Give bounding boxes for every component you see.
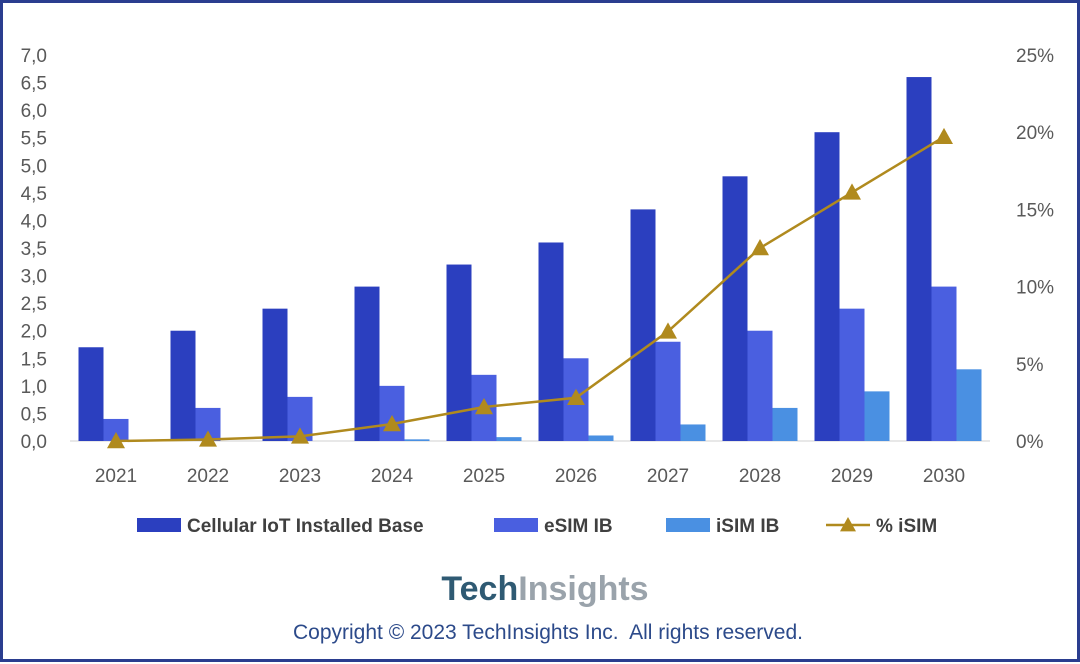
x-tick-label: 2027	[647, 466, 689, 487]
bar-esim-ib	[747, 330, 773, 441]
y-tick-label: 7,0	[21, 46, 47, 67]
y-tick-label: 1,5	[21, 349, 47, 370]
bar-cellular-iot-installed-base	[262, 308, 288, 441]
x-tick-label: 2029	[831, 466, 873, 487]
legend-swatch-marker	[840, 517, 856, 532]
x-tick-label: 2021	[95, 466, 137, 487]
bar-esim-ib	[103, 418, 129, 441]
y-tick-label: 4,5	[21, 184, 47, 205]
bar-cellular-iot-installed-base	[170, 330, 196, 441]
bar-esim-ib	[655, 341, 681, 441]
y-tick-label: 2,5	[21, 294, 47, 315]
line-point-marker	[199, 430, 217, 447]
line-point-marker	[291, 427, 309, 444]
bar-isim-ib	[404, 439, 430, 441]
line-series-group	[107, 127, 953, 449]
bar-isim-ib	[956, 369, 982, 441]
line-point-marker	[107, 432, 125, 449]
bar-cellular-iot-installed-base	[630, 209, 656, 441]
y-tick-label: 5,0	[21, 156, 47, 177]
x-tick-label: 2026	[555, 466, 597, 487]
bar-cellular-iot-installed-base	[78, 347, 104, 441]
y-tick-label: 6,0	[21, 101, 47, 122]
y2-tick-label: 20%	[1016, 123, 1054, 144]
y2-tick-label: 25%	[1016, 46, 1054, 67]
legend-label: % iSIM	[876, 516, 937, 537]
legend-label: iSIM IB	[716, 516, 779, 537]
legend: Cellular IoT Installed Base eSIM IB iSIM I…	[137, 516, 937, 537]
bar-cellular-iot-installed-base	[814, 132, 840, 441]
y-tick-label: 0,5	[21, 404, 47, 425]
bar-isim-ib	[496, 437, 522, 441]
y-axis-left-ticks: 0,0 0,5 1,0 1,5 2,0 2,5 3,0 3,5 4,0 4,5 5,0 5,5 6,0 6…	[21, 46, 47, 453]
line-point-marker	[567, 388, 585, 405]
bar-isim-ib	[864, 391, 890, 441]
bar-isim-ib	[588, 435, 614, 441]
line-point-marker	[383, 415, 401, 432]
x-tick-label: 2028	[739, 466, 781, 487]
y-tick-label: 5,5	[21, 129, 47, 150]
bar-esim-ib	[931, 286, 957, 441]
bar-esim-ib	[839, 308, 865, 441]
bar-isim-ib	[772, 407, 798, 441]
x-tick-label: 2030	[923, 466, 965, 487]
copyright-text: Copyright © 2023 TechInsights Inc. All r…	[293, 621, 803, 644]
line-percent-isim	[115, 135, 945, 443]
y2-tick-label: 15%	[1016, 200, 1054, 221]
legend-swatch	[494, 518, 538, 532]
line-point-marker	[659, 322, 677, 339]
logo-part-tech: Tech	[441, 570, 518, 608]
y2-tick-label: 0%	[1016, 432, 1044, 453]
y2-tick-label: 10%	[1016, 278, 1054, 299]
x-tick-label: 2025	[463, 466, 505, 487]
x-tick-label: 2024	[371, 466, 414, 487]
bar-isim-ib	[680, 424, 706, 441]
bar-esim-ib	[379, 385, 405, 441]
line-point-marker	[935, 127, 953, 145]
x-tick-label: 2023	[279, 466, 321, 487]
y-tick-label: 4,0	[21, 211, 47, 232]
y-tick-label: 3,5	[21, 239, 47, 260]
legend-swatch	[137, 518, 181, 532]
bar-cellular-iot-installed-base	[906, 77, 932, 442]
y-tick-label: 2,0	[21, 322, 47, 343]
y-tick-label: 3,0	[21, 267, 47, 288]
y2-tick-label: 5%	[1016, 355, 1044, 376]
y-tick-label: 6,5	[21, 74, 47, 95]
chart-svg: 0,0 0,5 1,0 1,5 2,0 2,5 3,0 3,5 4,0 4,5 5,0 5,5 6,0 6…	[21, 46, 1055, 644]
bar-cellular-iot-installed-base	[354, 286, 380, 441]
legend-swatch	[666, 518, 710, 532]
y-axis-right-ticks: 0% 5% 10% 15% 20% 25%	[1016, 46, 1054, 453]
y-tick-label: 0,0	[21, 432, 47, 453]
legend-label: Cellular IoT Installed Base	[187, 516, 424, 537]
bar-series-group	[78, 77, 982, 442]
legend-label: eSIM IB	[544, 516, 613, 537]
bar-cellular-iot-installed-base	[538, 242, 564, 441]
line-point-marker	[751, 239, 769, 256]
line-point-marker	[843, 183, 861, 200]
line-point-marker	[475, 398, 493, 415]
logo-part-insights: Insights	[518, 570, 648, 608]
techinsights-logo: TechInsights	[441, 570, 648, 608]
x-axis-ticks: 2021 2022 2023 2024 2025 2026 2027 2028 2029 2030	[95, 466, 965, 487]
x-tick-label: 2022	[187, 466, 229, 487]
bar-cellular-iot-installed-base	[722, 176, 748, 442]
y-tick-label: 1,0	[21, 377, 47, 398]
